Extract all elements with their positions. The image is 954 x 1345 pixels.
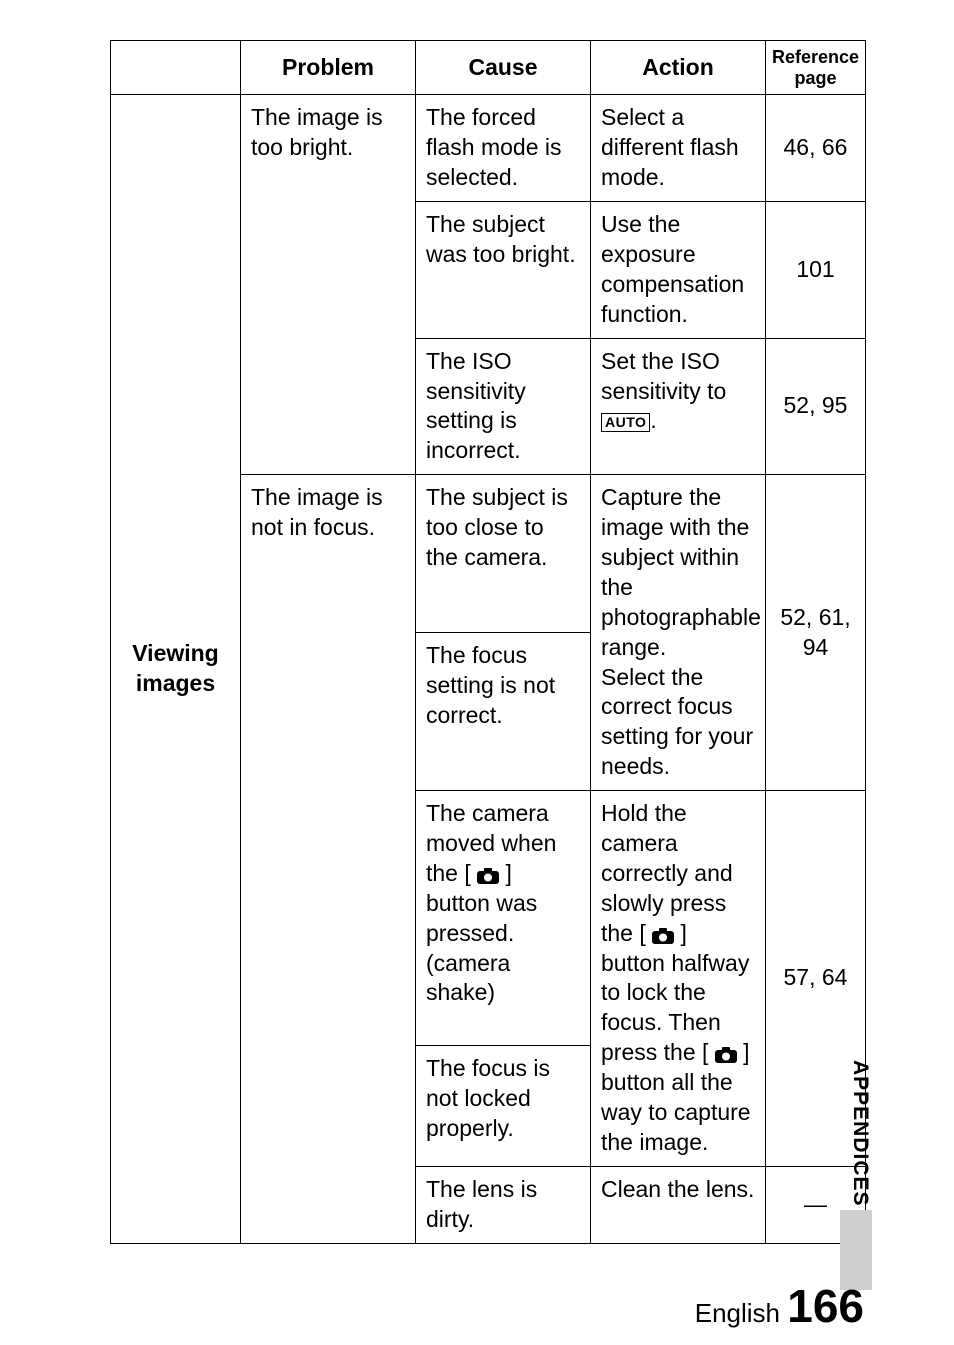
ref-cell: 52, 95 xyxy=(766,338,866,475)
cause-cell: The subject was too bright. xyxy=(416,202,591,339)
table-row: Viewing images The image is too bright. … xyxy=(111,95,866,202)
category-cell: Viewing images xyxy=(111,95,241,1243)
action-cell: Clean the lens. xyxy=(591,1166,766,1243)
action-cell: Select a different flash mode. xyxy=(591,95,766,202)
cause-cell: The ISO sensitivity setting is incorrect… xyxy=(416,338,591,475)
action-a: Hold the camera correctly and slowly pre… xyxy=(601,800,733,946)
footer-language: English xyxy=(695,1298,780,1328)
header-action: Action xyxy=(591,41,766,95)
cause-cell: The lens is dirty. xyxy=(416,1166,591,1243)
camera-icon xyxy=(477,868,499,884)
action-cell: Hold the camera correctly and slowly pre… xyxy=(591,791,766,1167)
cause-cell: The focus setting is not correct. xyxy=(416,633,591,791)
problem-cell: The image is not in focus. xyxy=(241,475,416,1243)
table-header-row: Problem Cause Action Reference page xyxy=(111,41,866,95)
action-text-pre: Set the ISO sensitivity to xyxy=(601,348,726,404)
action-cell: Set the ISO sensitivity to AUTO. xyxy=(591,338,766,475)
action-text-post: . xyxy=(650,407,656,433)
auto-badge: AUTO xyxy=(601,413,650,432)
ref-cell: 52, 61, 94 xyxy=(766,475,866,791)
action-cell: Capture the image with the subject withi… xyxy=(591,475,766,791)
header-problem: Problem xyxy=(241,41,416,95)
ref-cell: 46, 66 xyxy=(766,95,866,202)
header-reference: Reference page xyxy=(766,41,866,95)
side-tab-label: APPENDICES xyxy=(848,1060,872,1207)
side-tab-block xyxy=(840,1210,872,1290)
cause-cell: The forced flash mode is selected. xyxy=(416,95,591,202)
page-footer: English 166 xyxy=(695,1279,864,1333)
header-empty xyxy=(111,41,241,95)
troubleshooting-table: Problem Cause Action Reference page View… xyxy=(110,40,866,1244)
cause-cell: The focus is not locked properly. xyxy=(416,1046,591,1166)
cause-cell: The camera moved when the [ ] button was… xyxy=(416,791,591,1046)
action-cell: Use the exposure compensation function. xyxy=(591,202,766,339)
ref-cell: 101 xyxy=(766,202,866,339)
cause-cell: The subject is too close to the camera. xyxy=(416,475,591,633)
camera-icon xyxy=(652,928,674,944)
footer-page-number: 166 xyxy=(787,1280,864,1332)
problem-cell: The image is too bright. xyxy=(241,95,416,475)
camera-icon xyxy=(715,1047,737,1063)
header-cause: Cause xyxy=(416,41,591,95)
